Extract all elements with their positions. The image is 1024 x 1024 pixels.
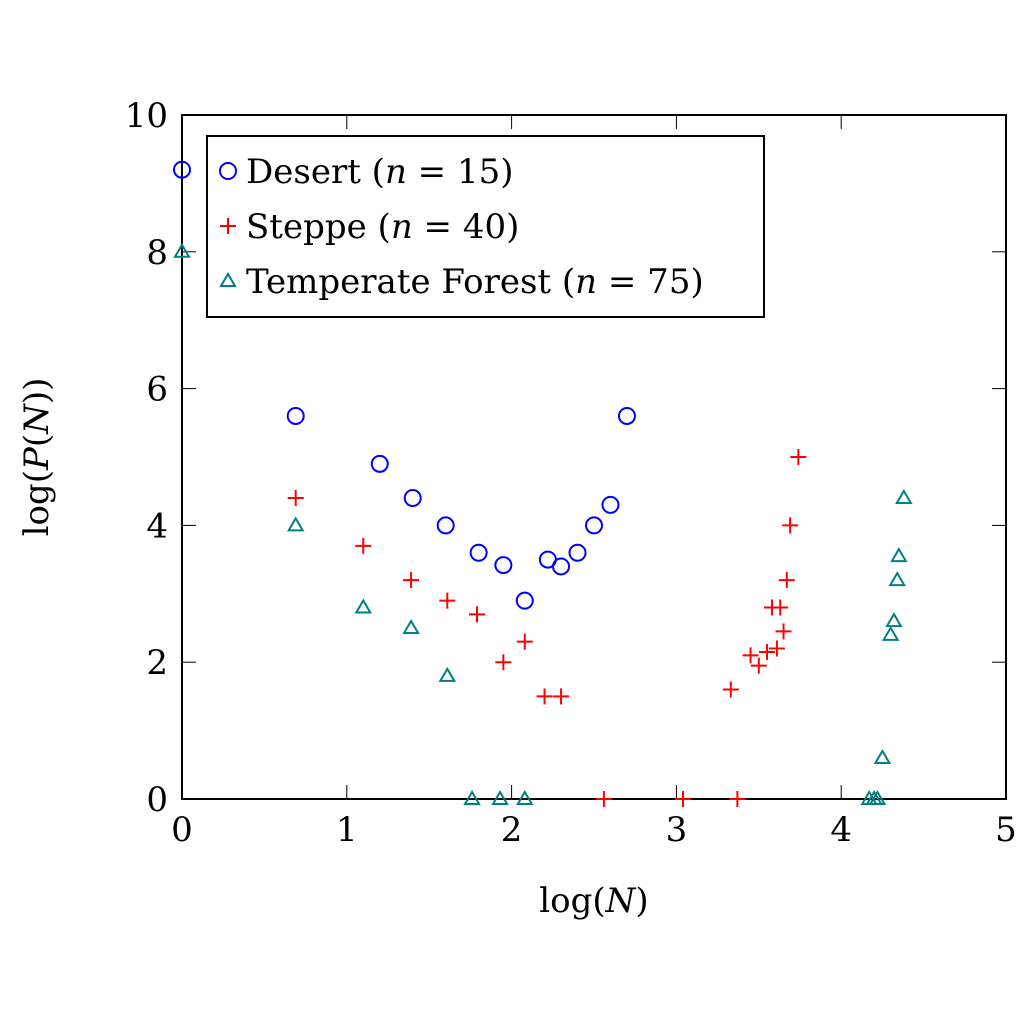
data-point-circle xyxy=(286,406,305,425)
data-point-triangle xyxy=(354,598,373,614)
series-triangle xyxy=(173,242,913,805)
data-point-circle xyxy=(469,543,488,562)
data-point-triangle xyxy=(516,790,534,805)
data-point-plus xyxy=(772,599,789,616)
legend-marker-circle xyxy=(219,162,237,180)
data-point-triangle xyxy=(438,666,457,682)
x-tick-label: 4 xyxy=(830,810,852,850)
y-tick-label: 6 xyxy=(146,370,168,410)
data-point-circle xyxy=(494,556,513,575)
data-point-plus xyxy=(674,791,691,807)
data-point-triangle xyxy=(286,516,305,532)
data-point-circle xyxy=(173,160,191,179)
series-plus xyxy=(287,449,807,807)
data-point-plus xyxy=(287,490,304,507)
data-point-triangle xyxy=(873,748,892,764)
x-tick-label: 3 xyxy=(666,810,688,850)
data-point-triangle xyxy=(890,547,908,563)
data-point-circle xyxy=(585,516,603,535)
y-tick-label: 2 xyxy=(146,643,168,683)
data-point-plus xyxy=(722,681,739,698)
data-point-triangle xyxy=(491,790,509,805)
y-tick-label: 8 xyxy=(146,233,168,273)
data-point-plus xyxy=(495,654,512,671)
data-point-plus xyxy=(742,647,759,664)
data-point-circle xyxy=(601,495,620,514)
data-point-plus xyxy=(790,449,807,465)
x-tick-label: 1 xyxy=(336,810,358,850)
legend-entry: Steppe (n = 40) xyxy=(246,207,519,247)
data-point-plus xyxy=(759,643,776,660)
data-point-circle xyxy=(617,406,636,425)
x-tick-label: 0 xyxy=(171,810,193,850)
legend-entry: Desert (n = 15) xyxy=(246,152,514,192)
y-axis-label: log(P(N)) xyxy=(17,378,57,537)
data-point-plus xyxy=(536,688,553,705)
data-point-triangle xyxy=(881,625,900,641)
x-tick-label: 2 xyxy=(501,810,523,850)
data-point-circle xyxy=(515,591,534,610)
data-point-plus xyxy=(729,791,746,807)
data-point-plus xyxy=(595,791,612,807)
data-point-circle xyxy=(436,516,455,535)
data-points xyxy=(173,160,913,807)
data-point-triangle xyxy=(402,619,420,634)
data-point-triangle xyxy=(868,790,887,805)
data-point-plus xyxy=(355,537,372,554)
x-tick-label: 5 xyxy=(995,810,1017,850)
legend-entry: Temperate Forest (n = 75) xyxy=(246,262,704,302)
data-point-triangle xyxy=(895,489,913,505)
data-point-plus xyxy=(775,623,792,640)
legend-marker-plus xyxy=(220,218,236,234)
data-point-circle xyxy=(552,557,571,576)
data-point-plus xyxy=(778,572,795,589)
x-axis-label: log(N) xyxy=(539,881,648,921)
data-point-triangle xyxy=(463,790,481,805)
data-point-plus xyxy=(403,572,420,589)
data-point-plus xyxy=(439,592,456,609)
data-point-plus xyxy=(750,657,767,674)
data-point-plus xyxy=(553,688,570,705)
legend: Desert (n = 15) Steppe (n = 40) Temperate … xyxy=(206,135,765,318)
data-point-triangle xyxy=(888,571,906,587)
data-point-plus xyxy=(468,606,485,623)
data-point-plus xyxy=(516,633,533,650)
data-point-plus xyxy=(768,640,785,657)
data-point-plus xyxy=(782,517,799,534)
data-point-circle xyxy=(403,489,422,508)
y-tick-label: 0 xyxy=(146,780,168,820)
data-point-triangle xyxy=(173,242,191,258)
legend-marker-triangle xyxy=(219,272,237,287)
series-circle xyxy=(173,160,636,610)
tick-labels: 0 1 2 3 4 5 0 2 4 6 8 10 xyxy=(125,96,1017,850)
y-tick-label: 10 xyxy=(125,96,168,136)
axis-ticks xyxy=(181,114,1007,800)
data-point-circle xyxy=(568,543,587,562)
legend-box xyxy=(206,135,765,318)
data-point-triangle xyxy=(885,612,903,628)
data-point-circle xyxy=(370,454,389,473)
y-tick-label: 4 xyxy=(146,506,168,546)
plot-frame xyxy=(181,114,1007,800)
